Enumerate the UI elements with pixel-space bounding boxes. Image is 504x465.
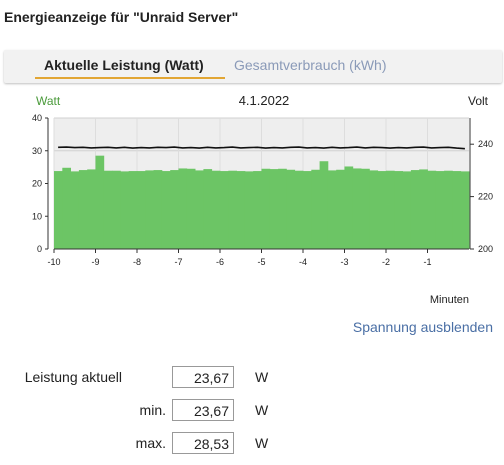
power-bar bbox=[311, 169, 320, 249]
power-bar bbox=[261, 168, 271, 249]
power-bar bbox=[352, 168, 362, 249]
stat-unit-max: W bbox=[255, 435, 269, 451]
power-bar bbox=[386, 170, 395, 249]
y-tick-label: 40 bbox=[32, 113, 42, 123]
power-bar bbox=[103, 170, 113, 249]
power-bar bbox=[70, 171, 80, 249]
power-bar bbox=[278, 168, 287, 249]
power-bar bbox=[303, 171, 312, 249]
stat-value-current: 23,67 bbox=[172, 366, 234, 388]
x-tick-label: -2 bbox=[382, 257, 390, 267]
toggle-voltage-link[interactable]: Spannung ausblenden bbox=[352, 319, 493, 335]
power-bar bbox=[394, 171, 403, 249]
power-bar bbox=[460, 171, 470, 249]
power-bar bbox=[269, 169, 279, 249]
power-bar bbox=[419, 169, 428, 249]
power-bar bbox=[62, 167, 71, 249]
y-tick-label: 0 bbox=[37, 244, 42, 254]
stat-label-min: min. bbox=[139, 402, 166, 418]
power-bar bbox=[435, 171, 445, 249]
power-bar bbox=[294, 170, 304, 249]
power-bar bbox=[444, 170, 453, 249]
power-bar bbox=[402, 171, 412, 249]
power-bar bbox=[253, 171, 262, 249]
power-bar bbox=[319, 161, 329, 249]
power-bar bbox=[220, 171, 229, 249]
power-bar bbox=[128, 171, 138, 249]
x-tick-label: -5 bbox=[257, 257, 265, 267]
tab-bar: Aktuelle Leistung (Watt) Gesamtverbrauch… bbox=[4, 50, 502, 83]
x-tick-label: -8 bbox=[133, 257, 141, 267]
x-tick-label: -1 bbox=[423, 257, 431, 267]
voltage-line bbox=[58, 146, 465, 150]
power-bar bbox=[244, 171, 254, 249]
power-bar bbox=[228, 170, 237, 249]
power-bar bbox=[452, 171, 462, 249]
x-tick-label: -7 bbox=[174, 257, 182, 267]
power-bar bbox=[336, 169, 345, 249]
y2-tick-label: 240 bbox=[478, 139, 493, 149]
chart-date: 4.1.2022 bbox=[239, 93, 290, 108]
power-bar bbox=[170, 170, 179, 249]
power-bar bbox=[87, 169, 96, 249]
power-bar bbox=[286, 169, 296, 249]
power-bar bbox=[161, 171, 171, 249]
power-bar bbox=[145, 170, 154, 249]
x-tick-label: -4 bbox=[299, 257, 307, 267]
y2-tick-label: 220 bbox=[478, 192, 493, 202]
power-bar bbox=[211, 170, 221, 249]
power-bar bbox=[410, 170, 420, 249]
stat-value-max: 28,53 bbox=[172, 432, 234, 454]
left-axis-label: Watt bbox=[36, 94, 61, 108]
x-tick-label: -3 bbox=[340, 257, 348, 267]
power-bar bbox=[95, 155, 105, 249]
power-bar bbox=[186, 168, 196, 249]
power-bar bbox=[236, 171, 246, 249]
power-chart: Watt 4.1.2022 Volt Minuten 0 10 20 30 40 200 2… bbox=[32, 93, 493, 306]
power-bar bbox=[137, 171, 146, 249]
y-tick-label: 10 bbox=[32, 211, 42, 221]
x-tick-label: -10 bbox=[47, 257, 60, 267]
x-axis-label: Minuten bbox=[430, 294, 469, 306]
power-bar bbox=[54, 171, 63, 249]
page-title: Energieanzeige für "Unraid Server" bbox=[4, 9, 239, 25]
power-bar bbox=[203, 169, 213, 249]
power-bar bbox=[195, 170, 204, 249]
power-bar bbox=[369, 170, 379, 249]
stat-label-current: Leistung aktuell bbox=[24, 369, 122, 385]
x-tick-label: -6 bbox=[216, 257, 224, 267]
y-tick-label: 30 bbox=[32, 146, 42, 156]
active-tab-indicator bbox=[35, 77, 225, 79]
stat-unit-current: W bbox=[255, 369, 269, 385]
stat-value-min: 23,67 bbox=[172, 399, 234, 421]
tab-current-power[interactable]: Aktuelle Leistung (Watt) bbox=[44, 57, 204, 73]
y-tick-label: 20 bbox=[32, 179, 42, 189]
x-tick-label: -9 bbox=[91, 257, 99, 267]
right-axis-label: Volt bbox=[468, 94, 489, 108]
power-bar bbox=[327, 170, 337, 249]
power-bar bbox=[361, 168, 370, 249]
power-bar bbox=[153, 170, 163, 249]
power-bar bbox=[427, 170, 437, 249]
stat-unit-min: W bbox=[255, 402, 269, 418]
power-bar bbox=[377, 171, 387, 249]
power-bar bbox=[120, 171, 130, 249]
power-bar bbox=[78, 170, 88, 249]
power-bar bbox=[344, 166, 354, 249]
tab-total-consumption[interactable]: Gesamtverbrauch (kWh) bbox=[234, 57, 387, 73]
stat-label-max: max. bbox=[135, 435, 166, 451]
power-bar bbox=[178, 168, 188, 249]
power-bar bbox=[112, 170, 121, 249]
y2-tick-label: 200 bbox=[478, 244, 493, 254]
